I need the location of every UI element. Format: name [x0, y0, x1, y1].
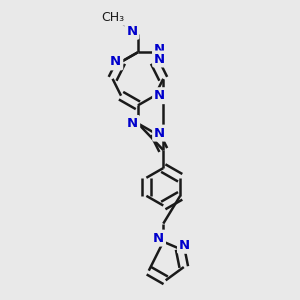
Text: N: N	[179, 239, 190, 252]
Text: N: N	[110, 56, 121, 68]
Text: N: N	[154, 43, 165, 56]
Text: N: N	[153, 232, 164, 244]
Text: N: N	[154, 127, 165, 140]
Text: N: N	[127, 117, 138, 130]
Text: CH₃: CH₃	[101, 11, 124, 24]
Text: N: N	[154, 52, 165, 65]
Text: N: N	[126, 25, 137, 38]
Text: N: N	[154, 89, 165, 102]
